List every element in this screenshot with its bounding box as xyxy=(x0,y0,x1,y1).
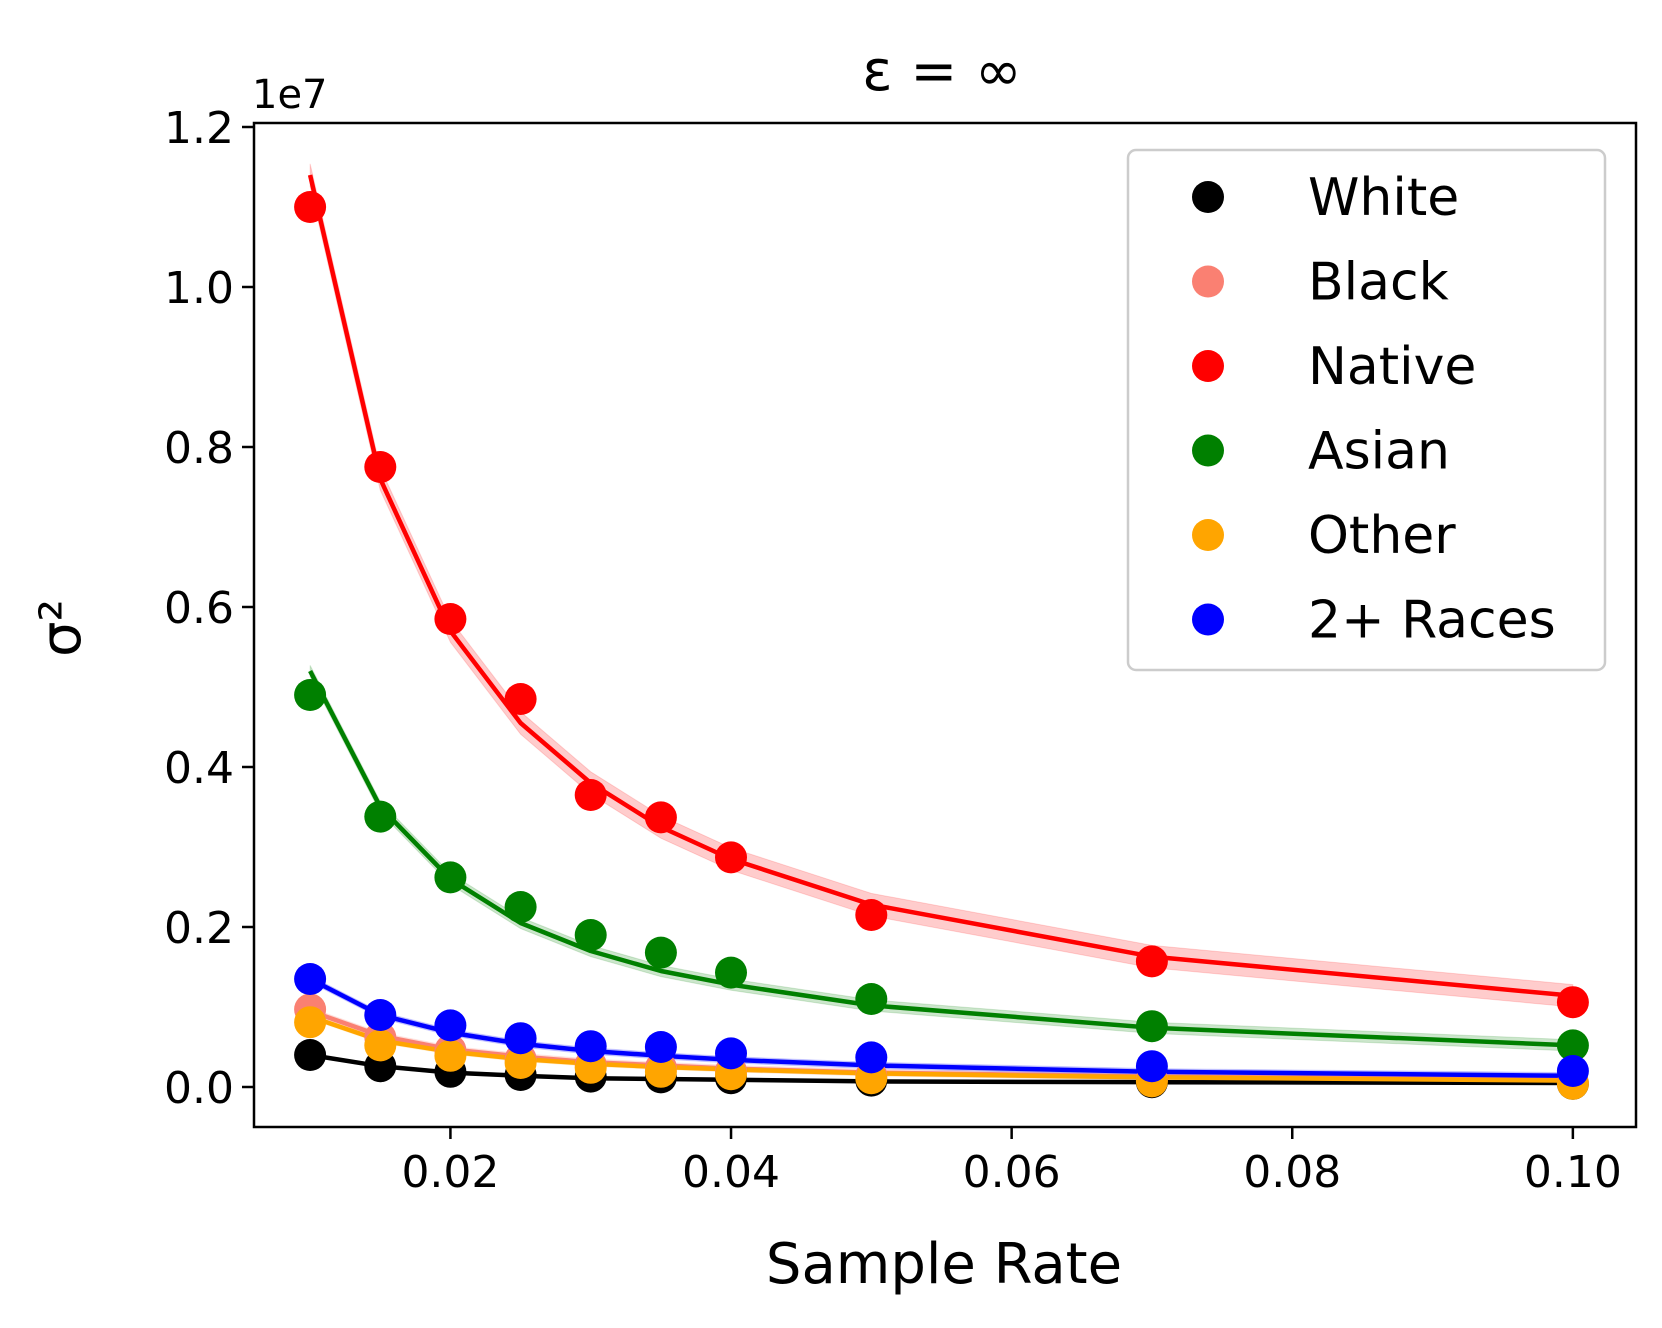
point-2-races xyxy=(574,1030,607,1063)
point-asian xyxy=(1556,1029,1589,1062)
point-other xyxy=(294,1006,327,1039)
legend-marker-other xyxy=(1192,519,1224,551)
fit-line-white xyxy=(309,1052,1573,1086)
point-native xyxy=(1556,986,1589,1019)
legend-box xyxy=(1126,148,1607,672)
y-axis: 0.0 0.2 0.4 0.6 0.8 1.0 1.2 xyxy=(164,103,254,1114)
point-asian xyxy=(364,800,397,833)
point-native xyxy=(574,779,607,811)
x-tick-label: 0.08 xyxy=(1243,1147,1341,1198)
legend-label-2-races: 2+ Races xyxy=(1308,591,1556,651)
point-2-races xyxy=(715,1037,747,1070)
data-points xyxy=(294,191,1589,1100)
x-tick-label: 0.10 xyxy=(1524,1147,1622,1198)
x-tick-label: 0.06 xyxy=(963,1147,1061,1198)
point-2-races xyxy=(294,963,327,995)
fit-line-other xyxy=(309,1014,1573,1083)
y-tick-label: 1.2 xyxy=(164,103,234,154)
point-native xyxy=(855,899,888,931)
point-2-races xyxy=(1556,1055,1589,1087)
legend-marker-asian xyxy=(1192,434,1224,467)
x-axis-title: Sample Rate xyxy=(766,1232,1122,1297)
y-axis-title: σ² xyxy=(29,599,94,657)
fit-line-native xyxy=(307,174,1574,999)
fit-line-2-races xyxy=(309,976,1573,1079)
point-other xyxy=(364,1029,397,1062)
plot-frame xyxy=(252,121,1638,1129)
y-tick-label: 0.6 xyxy=(164,583,234,634)
point-asian xyxy=(504,891,537,923)
point-2-races xyxy=(1135,1050,1168,1083)
point-native xyxy=(364,451,397,483)
point-2-races xyxy=(434,1009,467,1042)
legend-label-asian: Asian xyxy=(1308,422,1450,482)
point-other xyxy=(504,1047,537,1079)
legend-label-white: White xyxy=(1308,168,1459,228)
point-asian xyxy=(644,936,677,969)
point-other xyxy=(644,1055,677,1088)
point-asian xyxy=(294,679,327,711)
y-tick-label: 0.4 xyxy=(164,743,234,794)
y-tick-label: 1.0 xyxy=(164,263,234,314)
point-asian xyxy=(715,956,747,989)
y-tick-label: 0.8 xyxy=(164,423,234,474)
y-tick-label: 0.2 xyxy=(164,903,234,954)
legend-marker-black xyxy=(1192,265,1224,298)
fit-line-asian xyxy=(308,669,1573,1048)
point-asian xyxy=(855,983,888,1015)
x-axis: 0.02 0.04 0.06 0.08 0.10 xyxy=(401,1127,1622,1198)
legend-label-black: Black xyxy=(1308,253,1449,313)
point-2-races xyxy=(364,999,397,1031)
point-2-races xyxy=(644,1031,677,1063)
point-other xyxy=(434,1039,467,1072)
point-native xyxy=(1135,945,1168,978)
fit-lines xyxy=(307,174,1574,1086)
legend-label-native: Native xyxy=(1308,337,1476,397)
point-native xyxy=(294,191,327,223)
chart-title: ε = ∞ xyxy=(862,39,1021,104)
point-native xyxy=(504,683,537,715)
y-tick-label: 0.0 xyxy=(164,1063,234,1114)
x-tick-label: 0.04 xyxy=(682,1147,780,1198)
point-asian xyxy=(434,861,467,894)
legend-marker-native xyxy=(1192,350,1224,382)
x-tick-label: 0.02 xyxy=(401,1147,499,1198)
point-native xyxy=(644,801,677,834)
point-white xyxy=(294,1039,327,1071)
legend-marker-2-races xyxy=(1192,603,1224,636)
point-asian xyxy=(574,919,607,951)
legend: White Black Native Asian Other 2+ Races xyxy=(1126,148,1607,672)
legend-marker-white xyxy=(1192,181,1224,213)
point-2-races xyxy=(855,1041,888,1074)
y-axis-offset-label: 1e7 xyxy=(252,72,328,118)
legend-label-other: Other xyxy=(1308,506,1456,566)
point-asian xyxy=(1135,1010,1168,1043)
point-native xyxy=(715,841,747,874)
point-native xyxy=(434,603,467,635)
point-2-races xyxy=(504,1022,537,1055)
